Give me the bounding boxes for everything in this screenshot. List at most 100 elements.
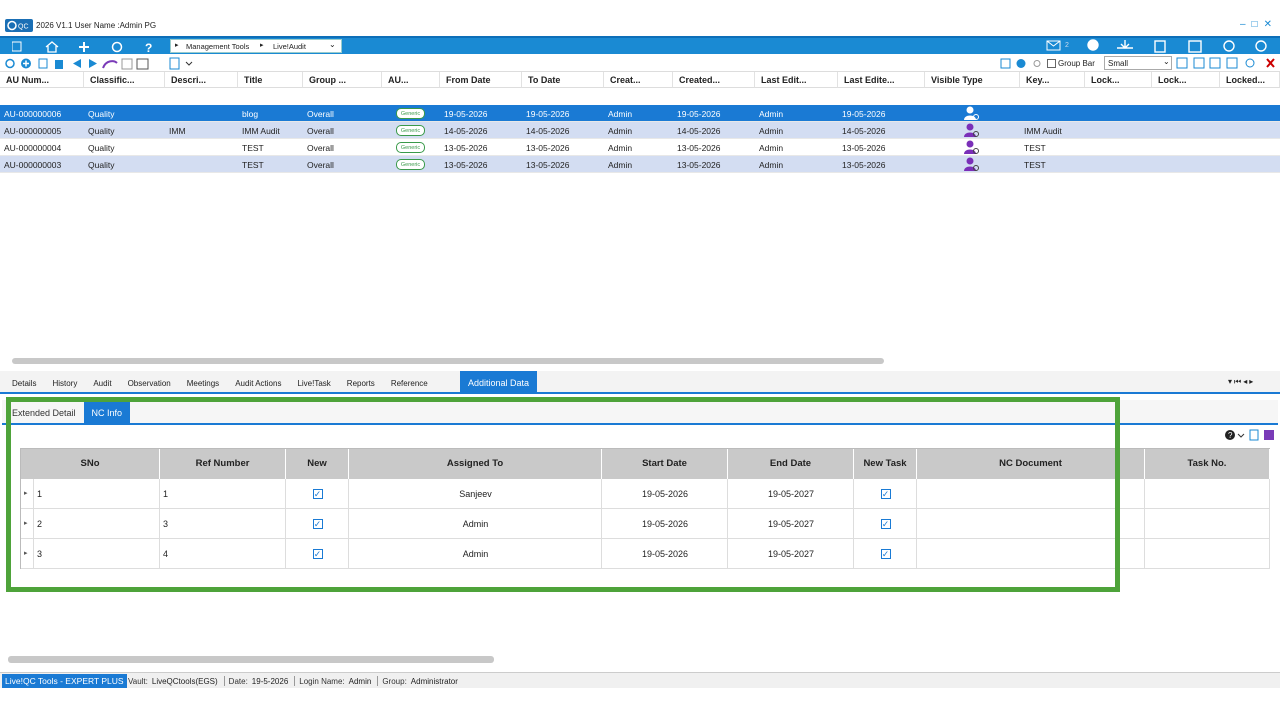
cell-text: Overall [307,143,334,153]
column-header[interactable]: Group ... [303,72,382,88]
cell-text: Overall [307,160,334,170]
nc-column-header[interactable]: Start Date [602,449,728,479]
breadcrumb-item[interactable]: Management Tools [186,42,250,51]
toolbar-icons[interactable] [4,57,199,70]
column-header-text: Creat... [610,75,641,85]
column-header[interactable]: From Date [440,72,522,88]
cell-text: TEST [242,143,264,153]
column-header[interactable]: Creat... [604,72,673,88]
window-controls[interactable]: –□✕ [1240,19,1278,30]
column-header[interactable]: Descri... [165,72,238,88]
cell-text: 19-05-2026 [526,109,570,119]
row-expander[interactable]: ▸ [24,550,28,557]
column-header[interactable]: Classific... [84,72,165,88]
nc-cell-border [349,509,602,539]
tab[interactable]: Additional Data [460,371,538,394]
checkbox[interactable]: ✓ [312,519,323,529]
lower-hscroll[interactable] [8,656,494,663]
subtab[interactable]: Extended Detail [12,408,76,418]
nav-right-icons[interactable] [1085,38,1275,54]
nc-row[interactable]: ▸ 3 4 ✓ Admin 19-05-2026 19-05-2027 ✓ [21,539,1270,569]
size-select[interactable]: Small ⌄ [1104,56,1172,70]
subtab[interactable]: NC Info [83,402,131,425]
nc-row[interactable]: ▸ 1 1 ✓ Sanjeev 19-05-2026 19-05-2027 ✓ [21,479,1270,509]
nc-row[interactable]: ▸ 2 3 ✓ Admin 19-05-2026 19-05-2027 ✓ [21,509,1270,539]
tab[interactable]: Audit [93,379,112,388]
tab[interactable]: Meetings [186,379,220,388]
checkbox[interactable]: ✓ [880,519,891,529]
cell-text: 13-05-2026 [444,160,488,170]
checkbox[interactable]: ✓ [880,489,891,499]
column-header[interactable]: Visible Type [925,72,1020,88]
nav-bar: ? Management Tools Live!Audit ▸ ▸ ⌄ 2 [0,36,1280,54]
nc-column-header[interactable]: Task No. [1145,449,1270,479]
column-header[interactable]: Title [238,72,303,88]
nc-cell-text: Sanjeev [459,489,492,499]
column-header[interactable]: Lock... [1152,72,1220,88]
cell-text: Admin [608,109,633,119]
breadcrumb-dropdown[interactable]: ⌄ [329,40,336,49]
row-expander[interactable]: ▸ [24,490,28,497]
column-header[interactable]: AU... [382,72,440,88]
tab[interactable]: Reference [390,379,428,388]
grid-row[interactable]: AU-000000005 Quality IMM IMM Audit Overall Ge… [0,122,1280,139]
nc-column-header[interactable]: End Date [728,449,854,479]
tab-nav[interactable]: ▾⏮◂▸ [1228,377,1256,386]
nc-column-header[interactable]: Ref Number [160,449,286,479]
column-header[interactable]: AU Num... [0,72,84,88]
status-label: Vault: [128,677,148,686]
toolbar-view-icons[interactable] [1176,57,1278,70]
cell-text: 13-05-2026 [526,160,570,170]
nc-column-header[interactable]: SNo [21,449,160,479]
tab[interactable]: Audit Actions [235,379,282,388]
cell-text: Quality [88,143,115,153]
nc-column-header[interactable]: New Task [854,449,917,479]
status-separator [294,676,296,686]
nc-table: SNo Ref Number New Assigned To Start Date End… [20,448,1270,569]
row-expander[interactable]: ▸ [24,520,28,527]
grid-row[interactable]: AU-000000004 Quality TEST Overall Generic 13-… [0,139,1280,156]
type-badge: Generic [396,142,425,153]
grid-row[interactable]: AU-000000003 Quality TEST Overall Generic 13-… [0,156,1280,173]
column-header[interactable]: Lock... [1085,72,1152,88]
nc-toolbar: ? [2,427,1278,443]
grid-row[interactable]: AU-000000006 Quality blog Overall Generic 19-… [0,105,1280,122]
grid-hscroll[interactable] [12,358,884,364]
nc-cell-border [854,479,917,509]
nc-cell-text: Admin [462,549,489,559]
nc-column-header[interactable]: New [286,449,349,479]
tab[interactable]: Reports [346,379,375,388]
nav-icons[interactable]: ? [12,40,162,54]
column-header[interactable]: Locked... [1220,72,1280,88]
column-header[interactable]: Last Edite... [838,72,925,88]
tab[interactable]: Details [12,379,37,388]
nc-column-header[interactable]: NC Document [917,449,1145,479]
status-label: Group: [382,677,407,686]
status-bar: Live!QC Tools - EXPERT PLUS Vault: LiveQC… [0,672,1280,688]
column-header[interactable]: Last Edit... [755,72,838,88]
nc-toolbar-icons[interactable]: ? [1224,429,1276,441]
column-header[interactable]: Key... [1020,72,1085,88]
tab[interactable]: History [52,379,78,388]
checkbox[interactable]: ✓ [312,489,323,499]
toolbar-right-icons[interactable] [1000,57,1045,70]
cell-text: AU-000000006 [4,109,62,119]
cell-text: 13-05-2026 [677,160,721,170]
column-header-text: Descri... [171,75,207,85]
mail-icon[interactable] [1046,39,1062,52]
nc-cell-text: 19-05-2026 [641,519,689,529]
cell-text: AU-000000004 [4,143,62,153]
visible-type-icon [964,123,979,137]
nc-cell-text: 19-05-2026 [641,489,689,499]
tab[interactable]: Observation [127,379,171,388]
nc-cell-border [349,539,602,569]
tab[interactable]: Live!Task [297,379,331,388]
column-header[interactable]: To Date [522,72,604,88]
column-header[interactable]: Created... [673,72,755,88]
nc-column-header[interactable]: Assigned To [349,449,602,479]
cell-text: IMM Audit [1024,126,1062,136]
breadcrumb-item[interactable]: Live!Audit [273,42,306,51]
checkbox[interactable]: ✓ [880,549,891,559]
group-bar-checkbox[interactable] [1047,59,1056,68]
checkbox[interactable]: ✓ [312,549,323,559]
